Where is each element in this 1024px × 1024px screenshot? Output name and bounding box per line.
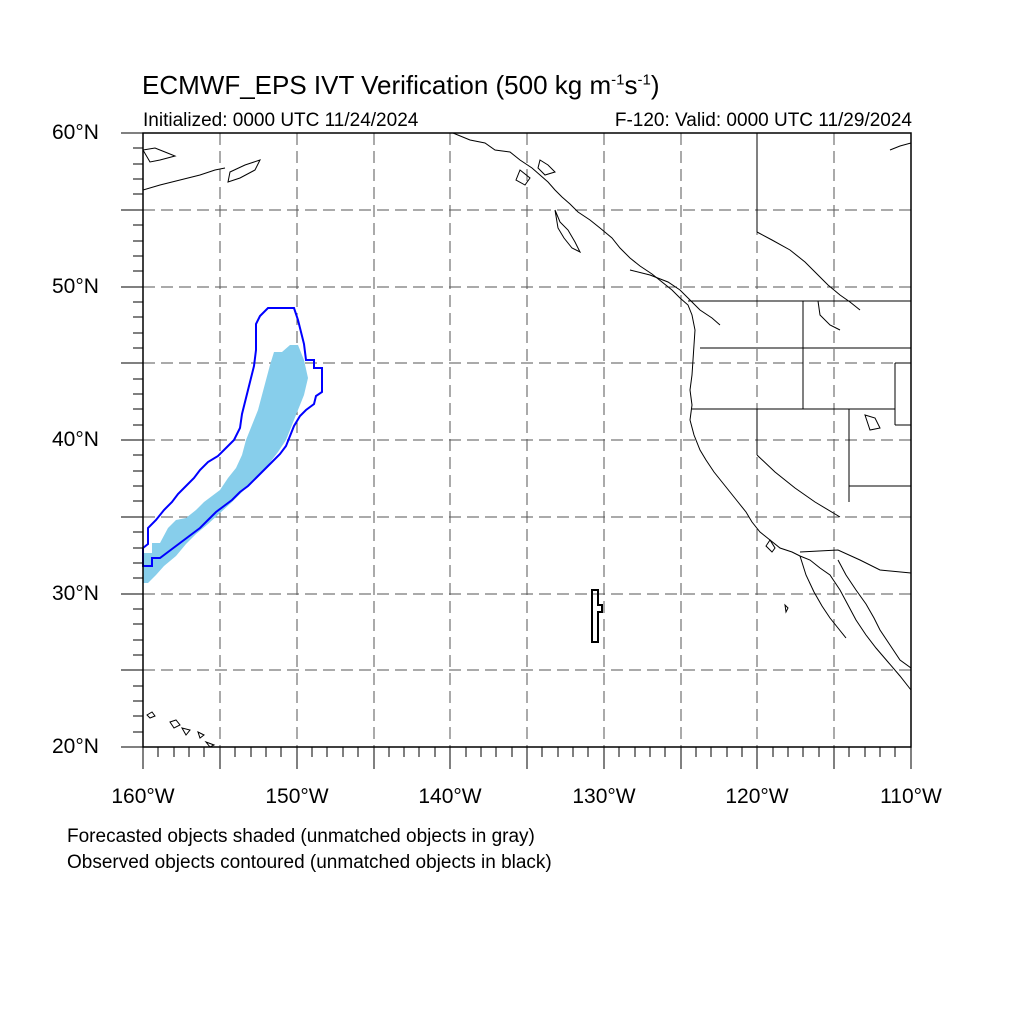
lat-label-20: 20°N (52, 735, 99, 758)
lon-label-160w: 160°W (111, 785, 175, 808)
lon-label-150w: 150°W (265, 785, 329, 808)
observed-unmatched-contour (591, 589, 603, 643)
political-boundaries (688, 133, 911, 574)
lat-lon-grid (143, 133, 911, 747)
observed-note: Observed objects contoured (unmatched ob… (67, 852, 552, 873)
lat-label-60: 60°N (52, 121, 99, 144)
lat-label-30: 30°N (52, 582, 99, 605)
lat-label-50: 50°N (52, 275, 99, 298)
lon-label-140w: 140°W (418, 785, 482, 808)
lon-label-120w: 120°W (725, 785, 789, 808)
lon-label-110w: 110°W (880, 785, 942, 808)
lat-label-40: 40°N (52, 428, 99, 451)
observed-matched-contour (142, 307, 323, 567)
coastlines (143, 133, 911, 747)
initialized-time: Initialized: 0000 UTC 11/24/2024 (143, 110, 419, 131)
axis-ticks (121, 132, 912, 769)
forecast-note: Forecasted objects shaded (unmatched obj… (67, 826, 535, 847)
forecast-ivt-object (143, 345, 308, 583)
valid-time: F-120: Valid: 0000 UTC 11/29/2024 (614, 110, 912, 131)
chart-title: ECMWF_EPS IVT Verification (500 kg m-1s-… (142, 70, 660, 100)
lon-label-130w: 130°W (572, 785, 636, 808)
